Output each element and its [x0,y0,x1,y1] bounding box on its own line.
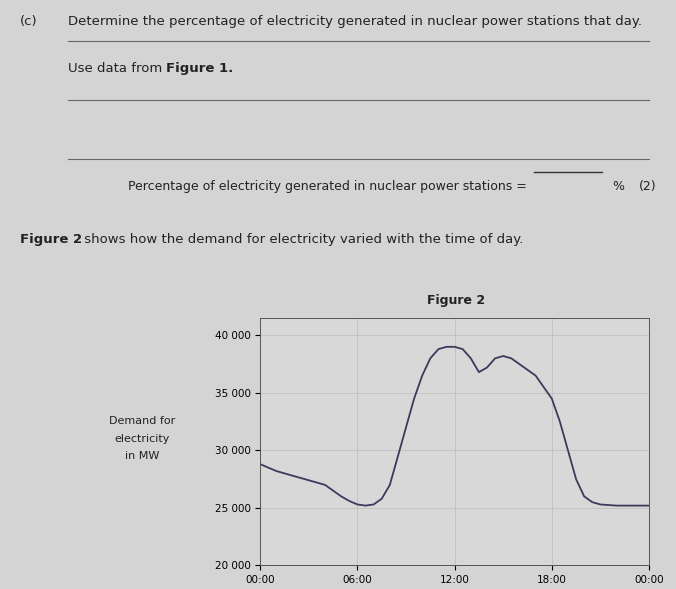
Text: (2): (2) [639,180,656,193]
Text: shows how the demand for electricity varied with the time of day.: shows how the demand for electricity var… [80,233,523,246]
Text: Demand for: Demand for [109,416,175,426]
Text: %: % [612,180,624,193]
Text: (c): (c) [20,15,38,28]
Text: electricity: electricity [114,434,170,444]
Text: Percentage of electricity generated in nuclear power stations =: Percentage of electricity generated in n… [128,180,527,193]
Text: Determine the percentage of electricity generated in nuclear power stations that: Determine the percentage of electricity … [68,15,642,28]
Text: Figure 1.: Figure 1. [166,62,233,75]
Text: Figure 2: Figure 2 [427,294,485,307]
Text: in MW: in MW [125,452,159,461]
Text: Use data from: Use data from [68,62,166,75]
Text: Figure 2: Figure 2 [20,233,82,246]
